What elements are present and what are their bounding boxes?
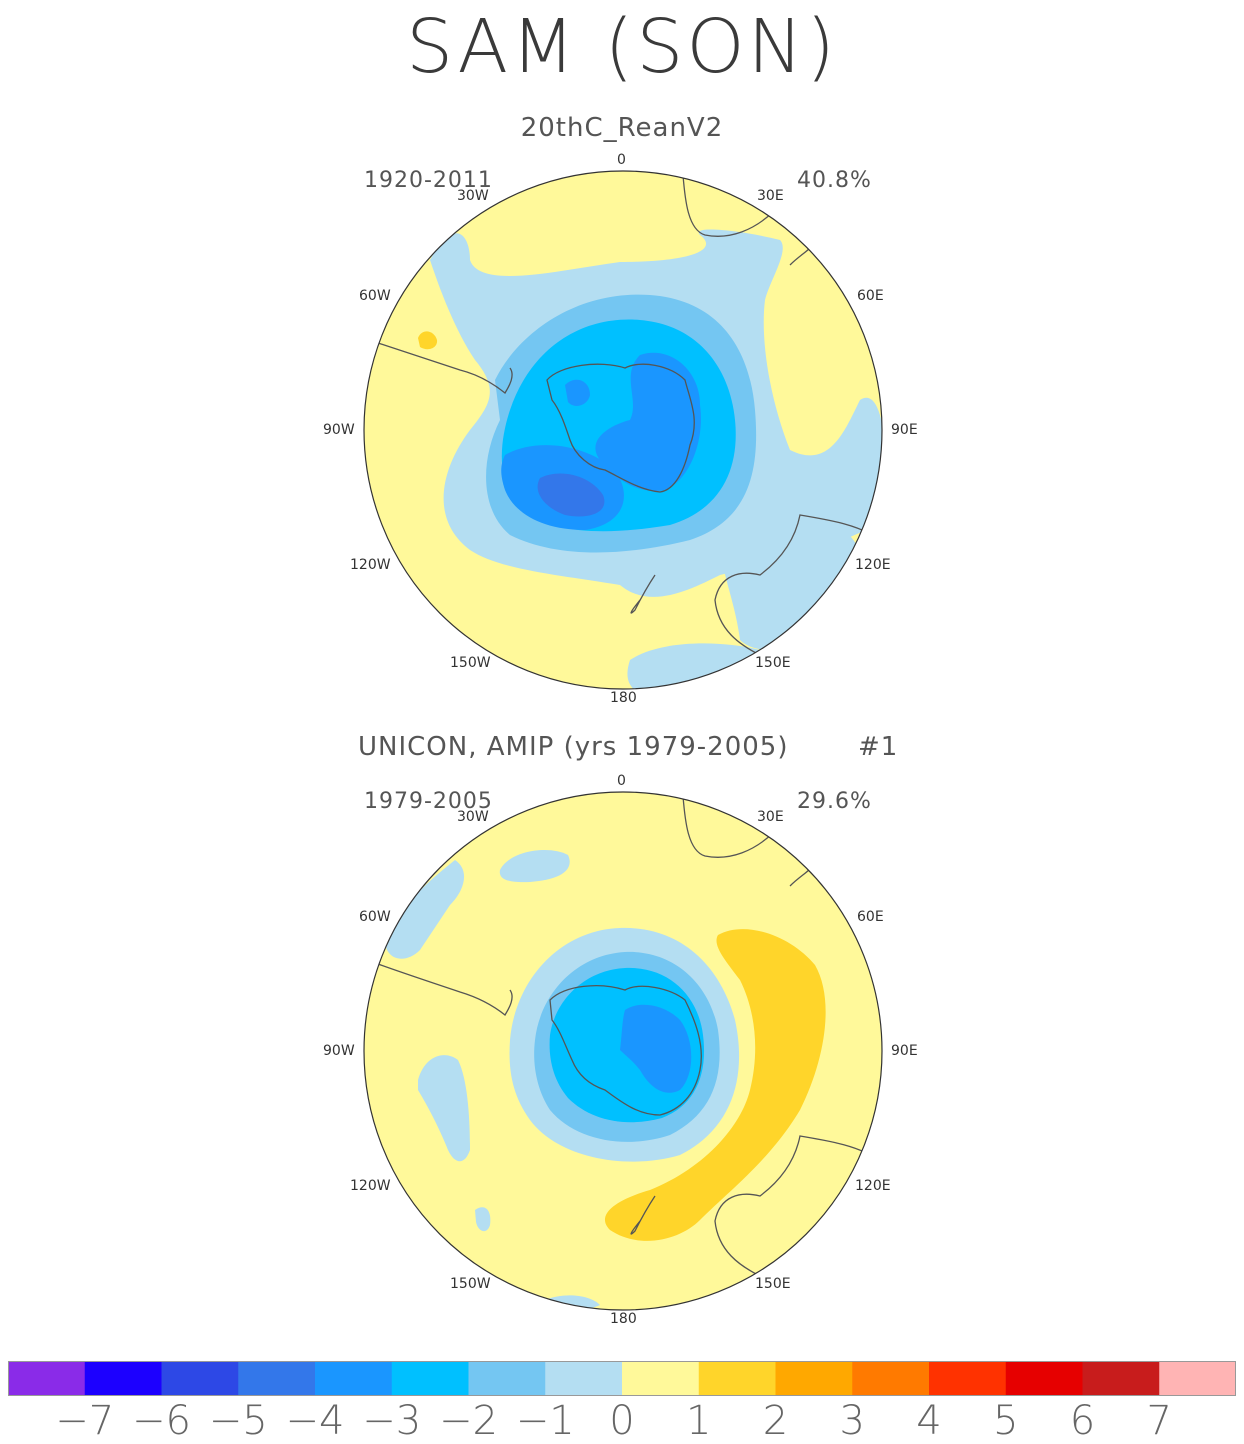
- colorbar-tick-label: −5: [208, 1398, 268, 1444]
- panel-1-lon-30e: 30E: [757, 188, 784, 204]
- panel-1-contour-pos1: [418, 331, 438, 350]
- panel-1-lon-150e: 150E: [755, 655, 791, 671]
- panel-2-run: #1: [858, 732, 899, 762]
- panel-1-lon-90e: 90E: [891, 422, 918, 438]
- colorbar-swatch: [545, 1361, 623, 1396]
- panel-2-africa: [682, 795, 776, 858]
- panel-2-period: 1979-2005: [364, 789, 493, 814]
- colorbar-tick-label: 5: [993, 1398, 1019, 1444]
- panel-2-lon-30w: 30W: [457, 809, 489, 825]
- panel-1-variance: 40.8%: [797, 168, 872, 193]
- panel-2-new-zealand: [630, 1195, 656, 1235]
- panel-2-lon-120e: 120E: [855, 1178, 891, 1194]
- panel-2-lon-0: 0: [617, 773, 626, 789]
- panel-2-antarctica: [549, 985, 702, 1116]
- panel-1-s-america: [377, 342, 513, 394]
- panel-2-contour-neg1-w: [418, 1055, 470, 1162]
- colorbar-tick-label: −1: [515, 1398, 575, 1444]
- colorbar-swatch: [84, 1361, 162, 1396]
- colorbar-swatch: [775, 1361, 853, 1396]
- panel-1-map: [363, 170, 883, 690]
- colorbar-tick-label: 7: [1146, 1398, 1172, 1444]
- colorbar-tick-label: −2: [439, 1398, 498, 1444]
- panel-2-lon-180: 180: [610, 1311, 637, 1327]
- panel-1-contour-neg4-a: [595, 352, 701, 491]
- colorbar-tick-label: 2: [762, 1398, 789, 1444]
- colorbar-swatch: [161, 1361, 239, 1396]
- colorbar-tick-label: −4: [285, 1398, 345, 1444]
- colorbar-frame: [8, 1361, 1236, 1396]
- panel-1-contour-neg5: [537, 473, 605, 517]
- panel-2-lon-150w: 150W: [450, 1276, 491, 1292]
- panel-2-lon-30e: 30E: [757, 809, 784, 825]
- panel-1-lon-60w: 60W: [359, 288, 391, 304]
- panel-2-lon-60w: 60W: [359, 909, 391, 925]
- panel-1-africa: [682, 174, 776, 237]
- panel-1-lon-180: 180: [610, 690, 637, 706]
- panel-1-lon-0: 0: [617, 152, 626, 168]
- panel-1-lon-30w: 30W: [457, 188, 489, 204]
- colorbar-tick-label: 1: [686, 1398, 712, 1444]
- panel-2-s-america: [377, 963, 513, 1016]
- panel-1-australia: [714, 514, 881, 656]
- panel-1-lon-150w: 150W: [450, 655, 491, 671]
- panel-2-australia: [714, 1135, 881, 1277]
- panel-2-contour-neg1-n: [499, 850, 570, 883]
- colorbar-swatch: [8, 1361, 86, 1396]
- colorbar-tick-label: 4: [916, 1398, 942, 1444]
- colorbar-swatch: [468, 1361, 546, 1396]
- colorbar-swatch: [391, 1361, 469, 1396]
- panel-1-lon-90w: 90W: [323, 422, 355, 438]
- panel-1-title: 20thC_ReanV2: [520, 113, 724, 143]
- colorbar-swatch: [1005, 1361, 1083, 1396]
- panel-2-lon-120w: 120W: [350, 1178, 391, 1194]
- panel-2-lon-90e: 90E: [891, 1043, 918, 1059]
- panel-2-lon-150e: 150E: [755, 1276, 791, 1292]
- colorbar: [8, 1361, 1236, 1396]
- colorbar-swatch: [698, 1361, 776, 1396]
- panel-1-lon-60e: 60E: [857, 288, 884, 304]
- panel-1-contour-neg4-c: [565, 379, 590, 406]
- colorbar-tick-label: 0: [609, 1398, 635, 1444]
- panel-2-title: UNICON, AMIP (yrs 1979-2005): [358, 732, 789, 762]
- panel-1-new-zealand: [630, 574, 656, 614]
- colorbar-swatch: [622, 1361, 700, 1396]
- colorbar-tick-label: −6: [132, 1398, 191, 1444]
- panel-2-lon-60e: 60E: [857, 909, 884, 925]
- panel-2-contour-neg4: [620, 1004, 692, 1093]
- panel-2-lon-90w: 90W: [323, 1043, 355, 1059]
- colorbar-tick-label: 3: [839, 1398, 865, 1444]
- panel-1-antarctica: [546, 363, 695, 493]
- figure-title: SAM (SON): [406, 4, 838, 90]
- colorbar-tick-label: −3: [362, 1398, 422, 1444]
- panel-2-map: [363, 791, 883, 1311]
- panel-1-lon-120e: 120E: [855, 557, 891, 573]
- panel-1-lon-120w: 120W: [350, 557, 391, 573]
- panel-2-contour-pos1-band: [604, 929, 826, 1241]
- colorbar-tick-label: −7: [55, 1398, 115, 1444]
- colorbar-swatch: [1159, 1361, 1236, 1396]
- colorbar-tick-label: 6: [1069, 1398, 1096, 1444]
- panel-1-period: 1920-2011: [364, 168, 493, 193]
- panel-2-contour-neg1-sw: [475, 1207, 491, 1232]
- panel-2-variance: 29.6%: [797, 789, 872, 814]
- colorbar-swatch: [1082, 1361, 1160, 1396]
- colorbar-swatch: [852, 1361, 930, 1396]
- colorbar-swatch: [929, 1361, 1007, 1396]
- colorbar-swatch: [315, 1361, 393, 1396]
- panel-2-contour-neg1-nw: [385, 860, 465, 959]
- colorbar-swatch: [238, 1361, 316, 1396]
